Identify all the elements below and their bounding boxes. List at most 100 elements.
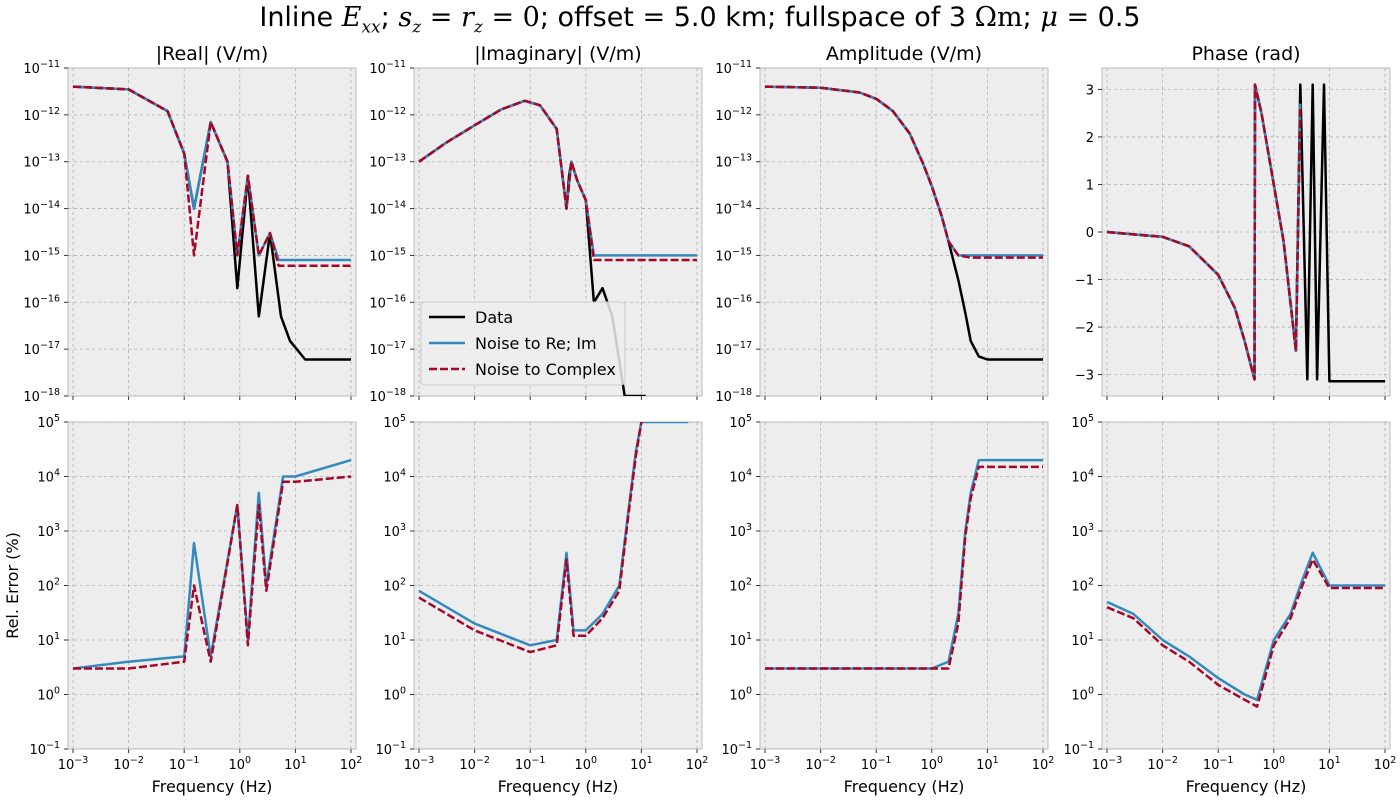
y-tick-label: 105 (729, 413, 752, 431)
x-tick-label: 100 (575, 755, 598, 773)
x-tick-label: 10−1 (861, 755, 892, 773)
subplot-title: |Imaginary| (V/m) (474, 43, 641, 65)
chart-panel-top-4: −3 −2 −1 0 1 2 3 Phase (rad) (1075, 43, 1391, 400)
y-tick-label: 10−13 (23, 153, 60, 171)
y-tick-label: 100 (729, 686, 752, 704)
series-line-noise-to-complex (1106, 558, 1385, 708)
y-tick-label: 10−15 (23, 246, 60, 264)
x-tick-label: 10−1 (515, 755, 546, 773)
y-tick-label: 10−17 (23, 340, 60, 358)
y-tick-label: 10−15 (715, 246, 752, 264)
y-tick-label: 101 (37, 631, 60, 649)
y-tick-label: 103 (37, 522, 60, 540)
x-tick-label: 10−2 (1147, 755, 1178, 773)
y-tick-label: 10−18 (369, 387, 406, 405)
y-tick-label: 0 (1086, 226, 1094, 241)
y-tick-label: 105 (383, 413, 406, 431)
chart-panel-bottom-1: 10−3 10−2 10−1 100 101 102 10−1 100 101 102 103 104… (3, 413, 362, 796)
y-tick-label: 10−18 (715, 387, 752, 405)
series-line-noise-to-complex (764, 85, 1043, 259)
series-group (764, 85, 1043, 361)
x-tick-label: 10−2 (805, 755, 836, 773)
y-tick-label: 102 (37, 577, 60, 595)
y-tick-label: 10−16 (23, 293, 60, 311)
subplot-title: Amplitude (V/m) (826, 43, 982, 65)
y-tick-label: 102 (729, 577, 752, 595)
legend: Data Noise to Re; Im Noise to Complex (420, 301, 626, 386)
y-tick-label: 10−15 (369, 246, 406, 264)
y-tick-label: 10−14 (23, 200, 60, 218)
series-group (1106, 551, 1385, 708)
y-tick-label: 104 (729, 468, 752, 486)
y-tick-label: 10−12 (715, 106, 752, 124)
y-tick-label: 1 (1086, 178, 1094, 193)
y-axis-label: Rel. Error (%) (3, 532, 22, 639)
y-tick-label: 103 (383, 522, 406, 540)
x-tick-label: 102 (1374, 755, 1397, 773)
series-line-noise-to-complex (418, 422, 643, 654)
series-line-noise-to-complex (73, 475, 352, 670)
y-tick-label: 10−11 (715, 59, 752, 77)
y-tick-label: 10−13 (715, 153, 752, 171)
y-tick-label: 10−12 (23, 106, 60, 124)
x-tick-label: 102 (340, 755, 363, 773)
subplot-title: Phase (rad) (1191, 43, 1300, 65)
y-tick-label: 2 (1086, 131, 1094, 146)
series-line-noise-to-complex (418, 99, 697, 262)
chart-panel-bottom-4: 10−3 10−2 10−1 100 101 102 10−1 100 101 102 103 104… (1063, 413, 1396, 796)
y-tick-label: 3 (1086, 83, 1094, 98)
x-tick-label: 10−3 (58, 755, 89, 773)
x-tick-label: 100 (1263, 755, 1286, 773)
series-line-noise-to-re-im (1106, 551, 1385, 702)
series-line-noise-to-re-im (72, 458, 352, 670)
y-tick-label: 101 (383, 631, 406, 649)
x-tick-label: 10−3 (750, 755, 781, 773)
series-group (72, 85, 351, 361)
series-group (1106, 83, 1385, 383)
chart-panel-bottom-3: 10−3 10−2 10−1 100 101 102 10−1 100 101 102 103 104… (721, 413, 1054, 796)
series-group (72, 458, 352, 670)
y-tick-label: 104 (383, 468, 406, 486)
y-tick-label: 100 (37, 686, 60, 704)
y-tick-label: 10−12 (369, 106, 406, 124)
legend-label: Data (475, 308, 513, 327)
y-tick-label: 102 (1071, 577, 1094, 595)
plot-area (759, 67, 1049, 397)
legend-box (420, 301, 626, 386)
x-tick-label: 101 (284, 755, 307, 773)
x-tick-label: 101 (630, 755, 653, 773)
legend-label: Noise to Re; Im (475, 334, 597, 353)
y-tick-label: 104 (37, 468, 60, 486)
x-axis-label: Frequency (Hz) (498, 777, 619, 796)
y-tick-label: 101 (729, 631, 752, 649)
x-axis-label: Frequency (Hz) (1186, 777, 1307, 796)
y-tick-label: 104 (1071, 468, 1094, 486)
plot-area (67, 67, 357, 397)
y-tick-label: 10−16 (715, 293, 752, 311)
x-tick-label: 101 (976, 755, 999, 773)
y-tick-label: −2 (1075, 321, 1094, 336)
y-tick-label: 10−14 (715, 200, 752, 218)
y-tick-label: 10−18 (23, 387, 60, 405)
x-tick-label: 100 (921, 755, 944, 773)
y-tick-label: 10−1 (375, 740, 406, 758)
y-tick-label: 10−14 (369, 200, 406, 218)
x-tick-label: 10−3 (404, 755, 435, 773)
y-tick-label: 10−1 (721, 740, 752, 758)
x-tick-label: 102 (686, 755, 709, 773)
x-tick-label: 10−2 (113, 755, 144, 773)
x-tick-label: 102 (1032, 755, 1055, 773)
series-line-noise-to-complex (72, 85, 351, 268)
y-tick-label: 10−1 (1063, 740, 1094, 758)
x-tick-label: 10−1 (1203, 755, 1234, 773)
y-tick-label: −3 (1075, 369, 1094, 384)
y-tick-label: 10−17 (369, 340, 406, 358)
y-tick-label: 105 (37, 413, 60, 431)
chart-panel-top-3: 10−18 10−17 10−16 10−15 10−14 10−13 10−12 10−11… (715, 43, 1049, 405)
y-tick-label: 10−11 (23, 59, 60, 77)
series-line-noise-to-re-im (764, 85, 1043, 257)
series-line-noise-to-complex (1106, 83, 1302, 381)
y-tick-label: 10−13 (369, 153, 406, 171)
y-tick-label: 10−1 (29, 740, 60, 758)
x-tick-label: 101 (1318, 755, 1341, 773)
